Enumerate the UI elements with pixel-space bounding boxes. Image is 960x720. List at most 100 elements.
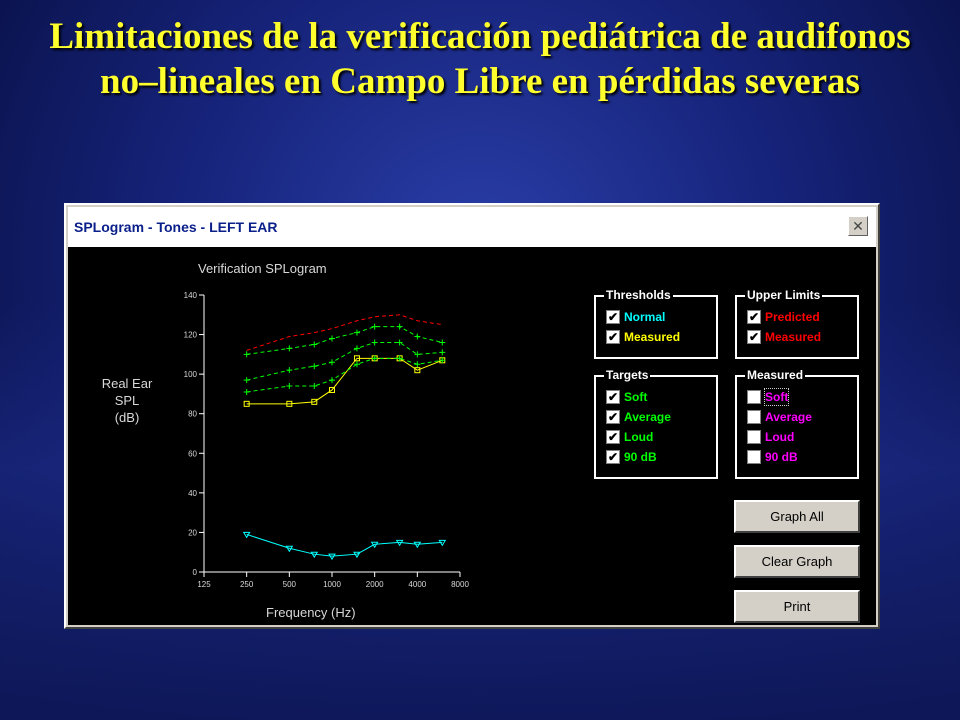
data-point [413, 541, 422, 549]
data-point [286, 400, 293, 407]
data-point [329, 359, 335, 366]
checkbox-icon[interactable]: ✔ [606, 410, 620, 424]
checkbox-label: Average [765, 410, 812, 424]
group-title: Targets [604, 367, 651, 383]
data-point [329, 377, 335, 384]
data-point [396, 339, 403, 346]
data-point [371, 339, 378, 346]
series-line-soft [246, 357, 443, 393]
data-point [353, 329, 360, 336]
data-point [353, 345, 360, 352]
data-point [414, 351, 421, 358]
graph-title: Verification SPLogram [198, 261, 327, 276]
checkbox-icon[interactable] [747, 390, 761, 404]
data-point [286, 367, 293, 374]
data-point [396, 355, 403, 362]
checkbox-icon[interactable]: ✔ [606, 450, 620, 464]
splogram-window: SPLogram - Tones - LEFT EAR ✕ Verificati… [64, 203, 880, 629]
checkbox-icon[interactable]: ✔ [606, 310, 620, 324]
checkbox-label: Measured [624, 330, 681, 344]
data-point [439, 357, 446, 364]
x-tick-label: 4000 [408, 580, 426, 589]
data-point [396, 323, 403, 330]
group-title: Thresholds [604, 287, 673, 303]
data-point [371, 323, 378, 330]
x-tick-label: 8000 [451, 580, 469, 589]
data-point [286, 383, 293, 390]
group-title: Upper Limits [745, 287, 823, 303]
checkbox-label: Average [624, 410, 671, 424]
splogram-chart: 0 20 40 60 80 100 120 140 125 250 500 1000 2000 4000 8… [184, 291, 470, 589]
window-titlebar[interactable]: SPLogram - Tones - LEFT EAR ✕ [68, 207, 876, 247]
clear-graph-button[interactable]: Clear Graph [734, 545, 860, 578]
checkbox-label: Soft [763, 388, 790, 406]
checkbox-icon[interactable]: ✔ [606, 390, 620, 404]
x-tick-label: 500 [283, 580, 297, 589]
data-point [438, 539, 447, 547]
series-line-normal [246, 533, 443, 557]
data-point [414, 367, 421, 374]
x-axis-label: Frequency (Hz) [266, 605, 356, 620]
window-title: SPLogram - Tones - LEFT EAR [74, 219, 278, 235]
print-button[interactable]: Print [734, 590, 860, 623]
upper-limits-group: Upper Limits ✔ Predicted ✔ Measured [735, 287, 859, 359]
checkbox-icon[interactable] [747, 430, 761, 444]
data-point [439, 349, 446, 356]
group-title: Measured [745, 367, 806, 383]
data-point [328, 553, 336, 561]
x-tick-label: 1000 [323, 580, 341, 589]
y-axis-label-line: (dB) [114, 410, 140, 425]
data-point [243, 351, 250, 358]
data-point [329, 386, 335, 393]
checkbox-icon[interactable] [747, 410, 761, 424]
thresholds-group: Thresholds ✔ Normal ✔ Measured [594, 287, 718, 359]
y-tick-label: 0 [193, 568, 198, 577]
data-point [371, 355, 378, 362]
y-axis-label: Real Ear SPL (dB) [92, 375, 162, 426]
checkbox-label: Soft [624, 390, 648, 404]
graph-all-button[interactable]: Graph All [734, 500, 860, 533]
data-point [285, 545, 294, 553]
y-tick-label: 40 [188, 489, 197, 498]
targets-group: Targets ✔ Soft ✔ Average ✔ Loud ✔ 90 dB [594, 367, 718, 479]
data-point [310, 551, 319, 559]
data-point [370, 541, 379, 549]
checkbox-icon[interactable] [747, 450, 761, 464]
checkbox-label: 90 dB [765, 450, 798, 464]
y-tick-label: 80 [188, 410, 197, 419]
data-point [311, 363, 318, 370]
y-tick-label: 100 [184, 370, 198, 379]
checkbox-icon[interactable]: ✔ [747, 310, 761, 324]
close-icon[interactable]: ✕ [848, 216, 868, 236]
data-point [395, 539, 404, 547]
checkbox-icon[interactable]: ✔ [606, 330, 620, 344]
data-point [414, 361, 421, 368]
data-point [414, 333, 421, 340]
data-point [243, 377, 250, 384]
data-point [243, 400, 250, 407]
data-point [243, 388, 250, 395]
checkbox-label: 90 dB [624, 450, 657, 464]
checkbox-label: Measured [765, 330, 822, 344]
data-point [242, 531, 251, 539]
checkbox-icon[interactable]: ✔ [747, 330, 761, 344]
x-tick-label: 250 [240, 580, 254, 589]
y-tick-label: 60 [188, 449, 197, 458]
data-point [286, 345, 293, 352]
checkbox-label: Predicted [765, 310, 820, 324]
y-tick-label: 140 [184, 291, 198, 300]
data-point [353, 361, 360, 368]
data-point [439, 339, 446, 346]
data-point [311, 398, 318, 405]
x-tick-label: 2000 [366, 580, 384, 589]
series-line-measured [246, 357, 443, 405]
data-point [353, 355, 360, 362]
series-line-predicted [246, 314, 443, 351]
y-axis-label-line: SPL [114, 393, 140, 408]
y-tick-label: 120 [184, 331, 198, 340]
y-axis-label-line: Real Ear [101, 376, 153, 391]
checkbox-label: Normal [624, 310, 666, 324]
data-point [353, 551, 361, 559]
slide-title: Limitaciones de la verificación pediátri… [49, 16, 911, 102]
checkbox-icon[interactable]: ✔ [606, 430, 620, 444]
